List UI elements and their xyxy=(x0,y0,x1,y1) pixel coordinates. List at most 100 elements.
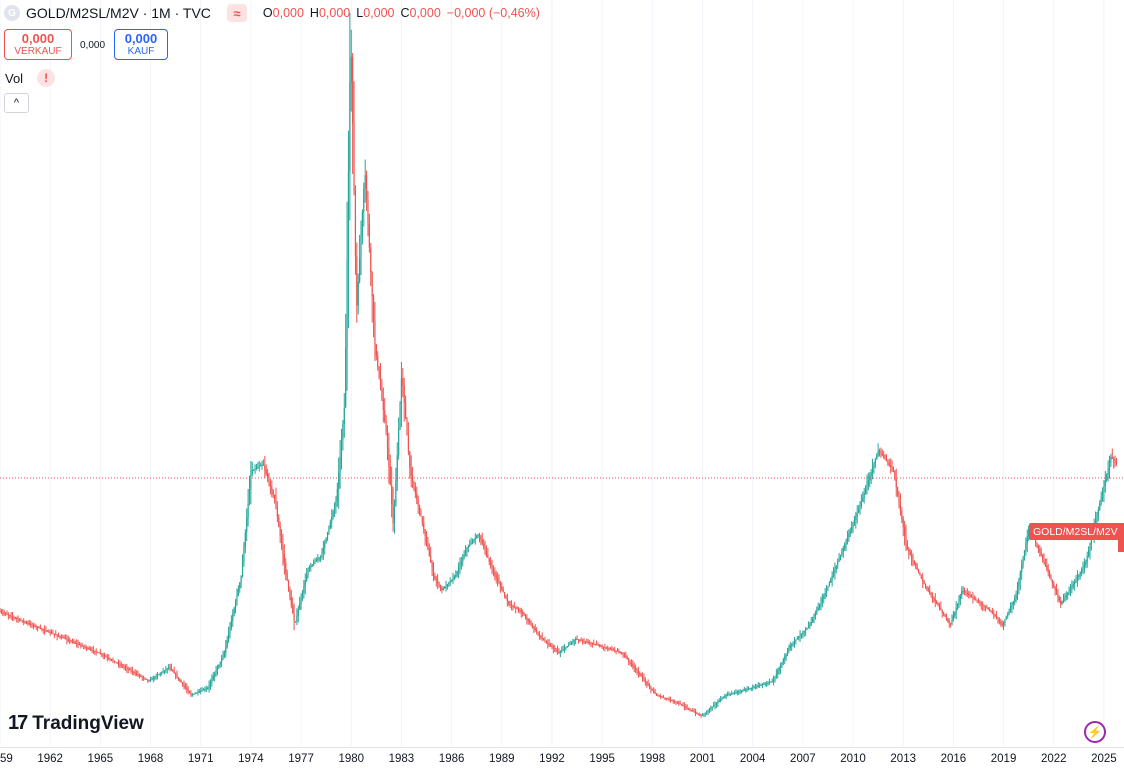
candle-body xyxy=(736,691,738,693)
candle-body xyxy=(657,695,659,697)
candle-body xyxy=(227,633,230,641)
candle-body xyxy=(767,682,769,684)
candle-body xyxy=(830,579,832,583)
lightning-icon[interactable]: ⚡ xyxy=(1084,721,1106,743)
candle-body xyxy=(665,698,667,700)
candle-body xyxy=(929,590,931,593)
candle-body xyxy=(817,607,819,611)
candle-body xyxy=(395,480,397,507)
candle-body xyxy=(784,656,786,660)
sell-button[interactable]: 0,000 VERKAUF xyxy=(4,29,72,60)
candle-body xyxy=(951,620,953,625)
candle-body xyxy=(30,623,32,625)
candle-body xyxy=(254,468,256,470)
candle-body xyxy=(218,664,220,668)
candle-body xyxy=(37,626,39,628)
candle-body xyxy=(123,666,125,668)
candle-body xyxy=(653,690,655,693)
candle-body xyxy=(912,557,914,561)
candle-body xyxy=(352,56,354,124)
candle-body xyxy=(313,563,315,565)
candle-body xyxy=(476,536,478,538)
candle-body xyxy=(382,399,384,410)
candle-body xyxy=(262,464,265,466)
candle-body xyxy=(933,597,935,600)
candle-body xyxy=(343,407,345,424)
candle-body xyxy=(754,686,757,688)
candle-body xyxy=(1019,572,1021,580)
candle-body xyxy=(201,690,203,692)
candle-body xyxy=(818,604,821,608)
candle-body xyxy=(16,618,18,619)
buy-button[interactable]: 0,000 KAUF xyxy=(114,29,168,60)
candle-body xyxy=(916,566,918,570)
candle-body xyxy=(398,429,400,456)
collapse-icon[interactable]: ^ xyxy=(4,93,29,113)
candle-body xyxy=(926,586,928,589)
symbol-title[interactable]: GOLD/M2SL/M2V · 1M · TVC xyxy=(26,5,211,21)
warning-icon[interactable]: ! xyxy=(37,69,56,87)
candle-body xyxy=(513,606,515,608)
candle-body xyxy=(194,693,196,695)
candle-body xyxy=(456,571,458,575)
candle-body xyxy=(772,679,775,682)
candle-body xyxy=(101,653,103,655)
candle-body xyxy=(81,645,83,647)
indicator-icon[interactable]: ≈ xyxy=(226,4,247,22)
tradingview-brand[interactable]: 17 TradingView xyxy=(8,712,144,735)
candle-body xyxy=(126,667,128,669)
candle-body xyxy=(405,402,407,419)
candle-body xyxy=(393,506,396,524)
candle-body xyxy=(63,637,65,639)
candle-body xyxy=(207,688,209,689)
candle-body xyxy=(381,388,383,400)
candle-body xyxy=(969,594,971,596)
candle-body xyxy=(442,588,444,590)
candle-body xyxy=(354,190,357,257)
candle-body xyxy=(655,693,658,696)
candle-body xyxy=(48,631,50,633)
symbol-logo-icon[interactable]: G xyxy=(4,5,20,21)
candle-body xyxy=(17,618,19,620)
candle-body xyxy=(200,690,202,692)
candle-body xyxy=(1007,613,1009,617)
candle-body xyxy=(39,627,42,629)
volume-label[interactable]: Vol xyxy=(5,70,24,86)
candle-body xyxy=(643,678,645,680)
candle-body xyxy=(993,613,995,615)
candle-body xyxy=(700,715,702,717)
x-tick-label: 1965 xyxy=(87,753,114,765)
candle-body xyxy=(276,508,278,518)
candle-body xyxy=(619,651,621,653)
candle-body xyxy=(778,668,780,672)
candle-body xyxy=(761,684,764,686)
candle-body xyxy=(828,583,830,587)
candle-body xyxy=(215,670,217,674)
candle-body xyxy=(692,710,694,712)
candle-body xyxy=(372,296,375,321)
candle-body xyxy=(229,627,231,634)
candle-body xyxy=(654,692,656,694)
candle-body xyxy=(510,604,513,606)
candle-body xyxy=(1060,600,1062,604)
candle-body xyxy=(1051,579,1053,583)
x-tick-label: 1995 xyxy=(589,753,615,765)
candle-body xyxy=(849,530,851,534)
candle-body xyxy=(541,637,543,639)
candle-body xyxy=(1018,579,1020,587)
x-tick-label: 2013 xyxy=(890,753,916,765)
candle-body xyxy=(418,504,421,511)
time-axis[interactable]: 1959 1962 1965 1968 1971 1974 1977 1980 1983 1986… xyxy=(0,747,1124,775)
candle-body xyxy=(897,487,899,496)
candle-body xyxy=(222,655,224,659)
candle-body xyxy=(154,677,156,679)
candle-body xyxy=(172,669,174,672)
candle-body xyxy=(307,569,309,575)
candle-body xyxy=(874,459,876,464)
candle-body xyxy=(425,536,428,543)
candle-body xyxy=(735,692,737,694)
candle-body xyxy=(396,455,398,481)
candle-body xyxy=(333,506,336,512)
candle-body xyxy=(1113,458,1115,461)
